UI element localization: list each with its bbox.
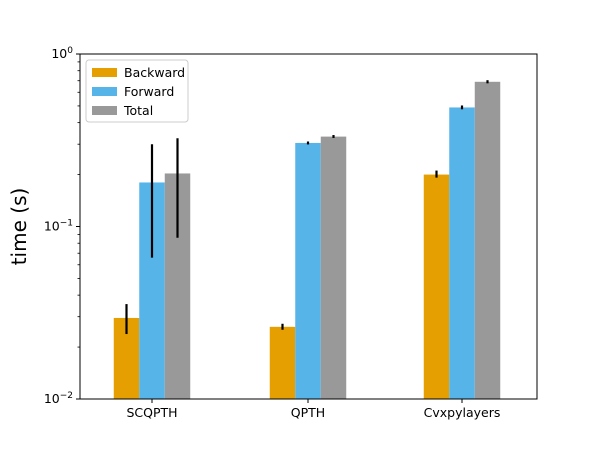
x-tick-label: QPTH	[291, 405, 325, 420]
legend-swatch-backward	[92, 68, 117, 77]
legend-swatch-total	[92, 106, 117, 115]
legend-label-forward: Forward	[124, 84, 174, 99]
y-axis-label: time (s)	[7, 188, 31, 266]
bar-total-cvxpylayers	[474, 81, 501, 400]
legend-swatch-forward	[92, 87, 117, 96]
y-tick-label: 10−1	[44, 219, 73, 234]
legend: Backward Forward Total	[85, 59, 189, 123]
legend-label-total: Total	[123, 103, 153, 118]
y-axis: 10−2 10−1 100	[44, 46, 80, 406]
bars-layer	[113, 81, 501, 400]
x-tick-label: SCQPTH	[126, 405, 177, 420]
y-tick-label: 100	[51, 46, 73, 61]
bar-backward-qpth	[269, 326, 296, 399]
y-tick-label: 10−2	[44, 391, 73, 406]
bar-forward-qpth	[295, 142, 321, 399]
x-tick-label: Cvxpylayers	[424, 405, 501, 420]
error-bars-layer	[125, 80, 489, 335]
bar-forward-cvxpylayers	[449, 107, 475, 400]
x-axis: SCQPTH QPTH Cvxpylayers	[126, 399, 500, 420]
bar-total-qpth	[320, 136, 347, 399]
bar-backward-cvxpylayers	[423, 174, 450, 399]
legend-label-backward: Backward	[124, 65, 185, 80]
